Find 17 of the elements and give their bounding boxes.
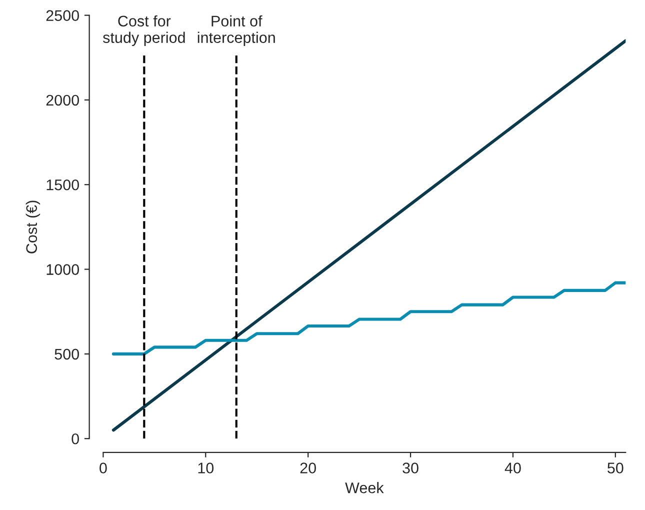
ref-line-label: Cost for study period (102, 15, 185, 46)
y-tick-label: 2000 (46, 94, 79, 106)
y-tick-label: 1500 (46, 179, 79, 190)
x-axis-title: Week (345, 482, 384, 494)
line-series (112, 281, 626, 356)
x-tick-label: 40 (504, 462, 521, 474)
ref-line-label: Point of interception (198, 15, 275, 46)
x-tick-label: 30 (402, 462, 418, 474)
y-tick-label: 2500 (46, 10, 79, 21)
x-tick-label: 0 (100, 462, 107, 474)
x-tick-label: 50 (608, 462, 624, 474)
x-tick-label: 10 (198, 462, 214, 474)
y-axis-title: Cost (€) (26, 200, 40, 254)
x-tick-label: 20 (300, 462, 316, 474)
y-tick-label: 1000 (46, 264, 79, 275)
y-tick-label: 500 (54, 348, 79, 360)
y-tick-label: 0 (72, 433, 79, 444)
